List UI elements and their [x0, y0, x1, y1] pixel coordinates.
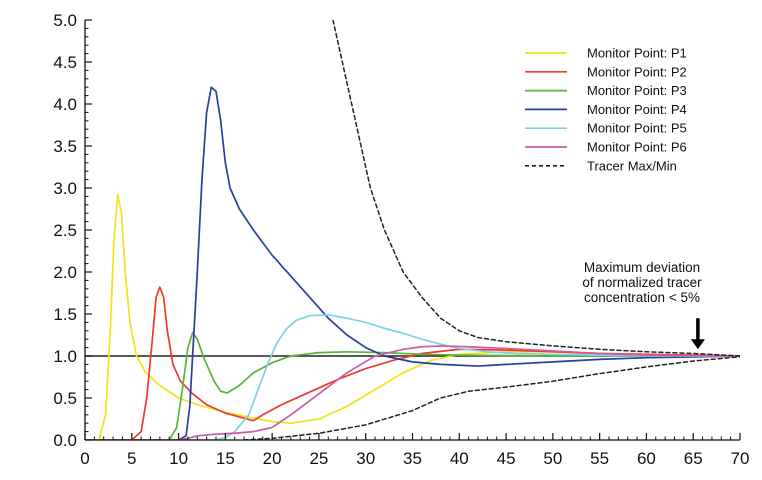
legend-entry-label: Monitor Point: P2 [587, 64, 687, 79]
x-tick-label: 40 [450, 449, 469, 468]
x-tick-label: 20 [263, 449, 282, 468]
axes: 0 5 10 15 20 25 30 35 40 45 50 55 60 65 70 0.0 0.5 1.0 1.5… [53, 11, 749, 468]
x-tick-label: 55 [590, 449, 609, 468]
y-tick-label: 2.5 [53, 221, 77, 240]
y-tick-label: 0.5 [53, 389, 77, 408]
x-tick-label: 25 [309, 449, 328, 468]
legend-entry-label: Monitor Point: P5 [587, 121, 687, 136]
legend-entry-label: Monitor Point: P6 [587, 140, 687, 155]
legend-entry-label: Monitor Point: P3 [587, 83, 687, 98]
series-line-tracer-max-min [332, 20, 740, 357]
x-tick-label: 60 [637, 449, 656, 468]
legend-entry-label: Tracer Max/Min [587, 158, 677, 173]
y-tick-label: 4.0 [53, 95, 77, 114]
x-tick-label: 30 [356, 449, 375, 468]
annotation-text: Maximum deviation [584, 260, 700, 275]
series-line-monitor-point-p3 [85, 331, 740, 440]
y-tick-label: 1.5 [53, 305, 77, 324]
x-tick-label: 65 [684, 449, 703, 468]
series-line-monitor-point-p5 [85, 313, 740, 440]
series-line-tracer-min [243, 356, 740, 440]
x-tick-label: 45 [497, 449, 516, 468]
y-tick-label: 0.0 [53, 431, 77, 450]
x-tick-label: 50 [543, 449, 562, 468]
series-line-monitor-point-p1 [85, 193, 740, 440]
legend: Monitor Point: P1 Monitor Point: P2 Monito… [525, 46, 687, 173]
annotation-arrow-head [690, 339, 705, 350]
x-tick-label: 5 [127, 449, 136, 468]
y-tick-label: 3.0 [53, 179, 77, 198]
series-line-monitor-point-p6 [85, 345, 740, 440]
y-tick-label: 2.0 [53, 263, 77, 282]
annotation-text: concentration < 5% [584, 290, 700, 305]
annotation-text: of normalized tracer [582, 275, 702, 290]
x-tick-label: 35 [403, 449, 422, 468]
y-tick-label: 5.0 [53, 11, 77, 30]
series-line-monitor-point-p4 [85, 86, 740, 440]
legend-entry-label: Monitor Point: P1 [587, 46, 687, 61]
y-tick-label: 1.0 [53, 347, 77, 366]
y-tick-label: 3.5 [53, 137, 77, 156]
x-tick-label: 0 [80, 449, 89, 468]
x-tick-label: 70 [731, 449, 750, 468]
legend-entry-label: Monitor Point: P4 [587, 102, 687, 117]
x-tick-label: 10 [169, 449, 188, 468]
y-tick-label: 4.5 [53, 53, 77, 72]
plot-lines [85, 20, 740, 440]
series-line-monitor-point-p2 [85, 286, 740, 440]
x-tick-label: 15 [216, 449, 235, 468]
